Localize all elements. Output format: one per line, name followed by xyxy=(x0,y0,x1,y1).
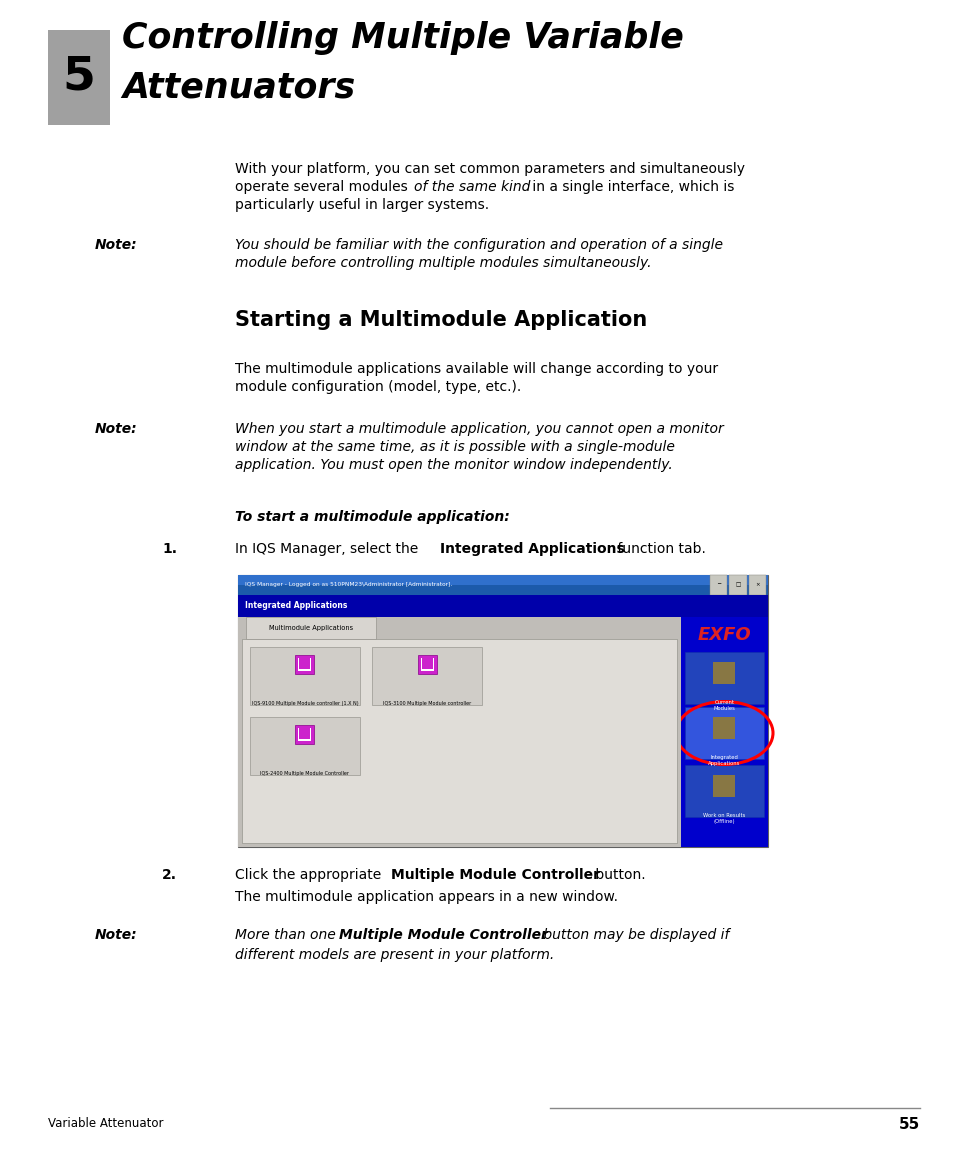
FancyBboxPatch shape xyxy=(748,575,765,595)
Text: Controlling Multiple Variable: Controlling Multiple Variable xyxy=(122,21,683,54)
Text: Click the appropriate: Click the appropriate xyxy=(234,868,385,882)
Text: Attenuators: Attenuators xyxy=(122,71,355,105)
FancyBboxPatch shape xyxy=(242,639,677,843)
FancyBboxPatch shape xyxy=(298,658,312,671)
FancyBboxPatch shape xyxy=(728,575,745,595)
FancyBboxPatch shape xyxy=(372,647,481,705)
FancyBboxPatch shape xyxy=(680,617,767,847)
Text: Multiple Module Controller: Multiple Module Controller xyxy=(391,868,599,882)
Text: button may be displayed if: button may be displayed if xyxy=(538,928,729,942)
Text: different models are present in your platform.: different models are present in your pla… xyxy=(234,948,554,962)
FancyBboxPatch shape xyxy=(237,575,767,595)
Text: With your platform, you can set common parameters and simultaneously: With your platform, you can set common p… xyxy=(234,162,744,176)
Text: Integrated Applications: Integrated Applications xyxy=(245,602,347,611)
FancyBboxPatch shape xyxy=(709,575,726,595)
Text: ×: × xyxy=(754,582,759,588)
FancyBboxPatch shape xyxy=(48,30,110,125)
Text: of the same kind: of the same kind xyxy=(413,180,529,194)
Text: 2.: 2. xyxy=(162,868,177,882)
Text: The multimodule application appears in a new window.: The multimodule application appears in a… xyxy=(234,890,618,904)
FancyBboxPatch shape xyxy=(299,728,310,739)
Text: Multimodule Applications: Multimodule Applications xyxy=(269,625,353,630)
Text: 5: 5 xyxy=(63,54,95,100)
Text: window at the same time, as it is possible with a single-module: window at the same time, as it is possib… xyxy=(234,440,674,454)
Text: □: □ xyxy=(735,582,740,588)
FancyBboxPatch shape xyxy=(713,775,735,797)
Text: Note:: Note: xyxy=(95,928,137,942)
Text: IQS Manager - Logged on as 510PNM23\Administrator [Administrator].: IQS Manager - Logged on as 510PNM23\Admi… xyxy=(245,582,452,588)
FancyBboxPatch shape xyxy=(421,658,432,669)
Text: Note:: Note: xyxy=(95,238,137,252)
Text: 1.: 1. xyxy=(162,542,177,556)
Text: IQS-3100 Multiple Module controller: IQS-3100 Multiple Module controller xyxy=(382,701,471,706)
FancyBboxPatch shape xyxy=(298,728,312,741)
FancyBboxPatch shape xyxy=(684,765,763,817)
FancyBboxPatch shape xyxy=(250,717,359,775)
Text: Note:: Note: xyxy=(95,422,137,436)
FancyBboxPatch shape xyxy=(295,655,314,675)
Text: module before controlling multiple modules simultaneously.: module before controlling multiple modul… xyxy=(234,256,651,270)
Text: Integrated
Applications: Integrated Applications xyxy=(707,755,740,766)
FancyBboxPatch shape xyxy=(237,595,767,617)
FancyBboxPatch shape xyxy=(237,617,680,847)
Text: IQS-9100 Multiple Module controller (1.X N): IQS-9100 Multiple Module controller (1.X… xyxy=(252,701,358,706)
Text: Variable Attenuator: Variable Attenuator xyxy=(48,1117,163,1130)
Text: application. You must open the monitor window independently.: application. You must open the monitor w… xyxy=(234,458,672,472)
Text: 55: 55 xyxy=(898,1117,919,1132)
Text: The multimodule applications available will change according to your: The multimodule applications available w… xyxy=(234,362,718,376)
Text: module configuration (model, type, etc.).: module configuration (model, type, etc.)… xyxy=(234,380,520,394)
Text: operate several modules: operate several modules xyxy=(234,180,412,194)
Text: IQS-2400 Multiple Module Controller: IQS-2400 Multiple Module Controller xyxy=(260,771,349,777)
Text: function tab.: function tab. xyxy=(613,542,705,556)
Text: More than one: More than one xyxy=(234,928,340,942)
Text: ─: ─ xyxy=(716,582,720,588)
FancyBboxPatch shape xyxy=(237,575,767,585)
Text: To start a multimodule application:: To start a multimodule application: xyxy=(234,510,509,524)
FancyBboxPatch shape xyxy=(295,726,314,744)
FancyBboxPatch shape xyxy=(417,655,436,675)
Text: EXFO: EXFO xyxy=(697,626,751,643)
FancyBboxPatch shape xyxy=(713,717,735,739)
Text: Integrated Applications: Integrated Applications xyxy=(439,542,624,556)
FancyBboxPatch shape xyxy=(246,617,375,639)
Text: Multiple Module Controller: Multiple Module Controller xyxy=(338,928,547,942)
FancyBboxPatch shape xyxy=(250,647,359,705)
FancyBboxPatch shape xyxy=(299,658,310,669)
FancyBboxPatch shape xyxy=(684,653,763,704)
FancyBboxPatch shape xyxy=(713,662,735,684)
Text: button.: button. xyxy=(590,868,645,882)
FancyBboxPatch shape xyxy=(684,707,763,759)
Text: Current
Modules: Current Modules xyxy=(713,700,735,710)
Text: particularly useful in larger systems.: particularly useful in larger systems. xyxy=(234,198,489,212)
FancyBboxPatch shape xyxy=(237,575,767,847)
Text: Work on Results
(Offline): Work on Results (Offline) xyxy=(702,812,745,824)
Text: When you start a multimodule application, you cannot open a monitor: When you start a multimodule application… xyxy=(234,422,723,436)
FancyBboxPatch shape xyxy=(420,658,433,671)
Text: You should be familiar with the configuration and operation of a single: You should be familiar with the configur… xyxy=(234,238,722,252)
Text: In IQS Manager, select the: In IQS Manager, select the xyxy=(234,542,422,556)
Text: in a single interface, which is: in a single interface, which is xyxy=(528,180,734,194)
Text: Starting a Multimodule Application: Starting a Multimodule Application xyxy=(234,309,646,330)
